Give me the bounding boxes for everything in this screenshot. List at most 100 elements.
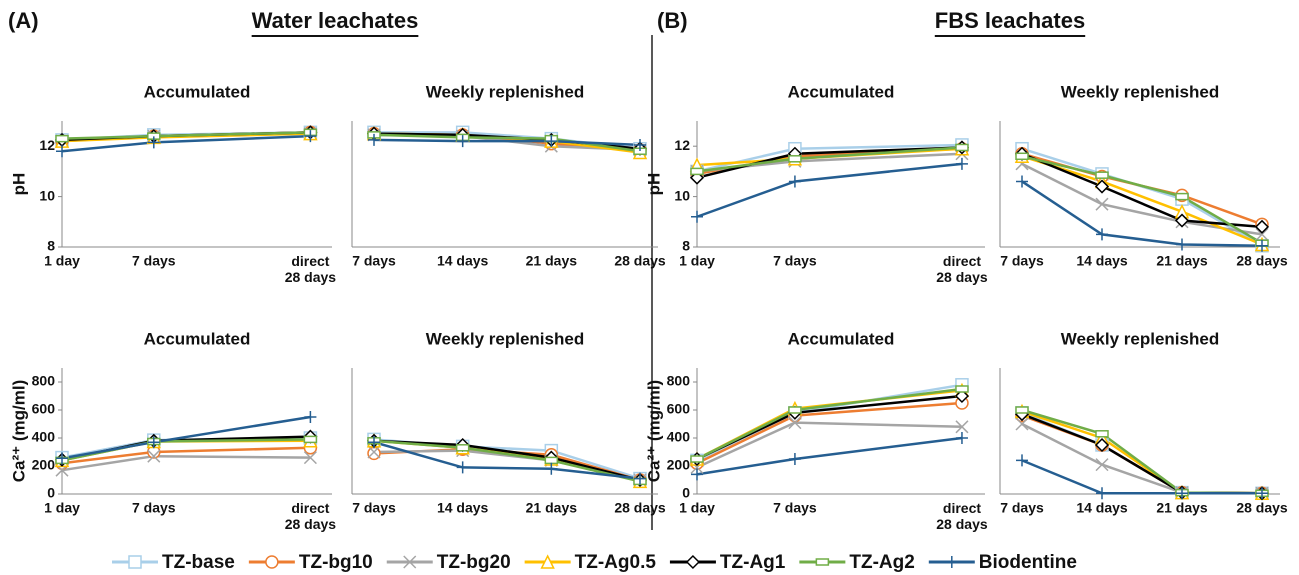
marker-shape [955,420,969,434]
chart-title: Accumulated [788,329,895,348]
marker-shape [1176,238,1188,251]
marker [367,446,381,461]
marker [545,462,558,475]
marker-shape [1094,437,1110,453]
x-tick-label: 7 days [352,253,396,269]
marker [955,385,969,393]
x-tick-label: 7 days [1000,253,1044,269]
marker [691,468,703,481]
marker [1175,192,1189,201]
x-tick-label: 14 days [437,253,489,269]
series-line [373,439,641,482]
marker [304,130,317,143]
x-tick-label: 1 day [679,500,715,516]
legend-label: TZ-bg20 [437,552,511,573]
marker-shape [788,155,802,163]
marker [955,157,968,170]
marker-shape [1015,152,1029,161]
x-tick-label: 7 days [132,500,176,516]
series-line [1021,152,1263,229]
marker-shape [955,157,968,170]
x-tick-label: 7 days [132,253,176,269]
marker-shape [788,406,802,414]
marker-shape [1016,454,1028,467]
y-tick-label: 400 [667,429,691,445]
marker [540,554,555,569]
y-tick-label: 200 [32,457,56,473]
marker-shape [303,451,317,465]
series-line [1021,180,1263,247]
marker-shape [128,555,142,569]
marker-shape [455,444,470,452]
x-tick-label: 28 days [1236,253,1288,269]
series-line [1021,410,1263,495]
x-tick-label: direct 28 days [285,253,337,285]
y-tick-label: 600 [667,401,691,417]
marker-shape [788,416,802,430]
series-line [373,440,641,480]
y-tick-label: 10 [39,187,55,203]
marker [1096,487,1108,500]
marker-shape [1174,213,1190,228]
marker-shape [55,134,69,143]
marker [544,456,559,465]
marker-shape [1096,487,1108,500]
marker [147,436,160,449]
x-tick-label: 28 days [614,253,666,269]
marker-shape [456,135,469,148]
marker-shape [690,167,704,176]
marker-shape [147,136,160,149]
x-tick-label: 1 day [44,500,80,516]
x-tick-label: 14 days [1076,253,1128,269]
marker [545,135,558,148]
marker-shape [1175,192,1189,201]
marker [1254,219,1270,234]
marker [367,445,381,459]
y-tick-label: 800 [667,373,691,389]
marker-shape [545,462,558,475]
marker-shape [1095,197,1109,211]
series-line [373,138,641,147]
chart-title: Weekly replenished [1061,329,1219,348]
marker [955,420,969,434]
marker-shape [544,456,559,465]
marker-shape [1254,219,1270,234]
x-tick-label: 7 days [1000,500,1044,516]
marker-shape [368,133,380,146]
marker [56,145,68,158]
marker [1255,227,1269,241]
marker [788,453,801,465]
x-tick-label: 7 days [773,253,817,269]
marker [1016,454,1028,467]
marker [147,136,160,149]
marker-shape [1176,487,1188,500]
marker-shape [304,130,317,143]
chart-title: Accumulated [144,329,251,348]
marker-shape [634,472,646,485]
marker [1095,458,1109,472]
marker [691,210,703,223]
marker-shape [303,435,318,444]
marker-shape [367,446,381,461]
y-tick-label: 0 [47,485,55,501]
series-line [1021,422,1263,495]
x-tick-label: 1 day [679,253,715,269]
x-tick-label: 7 days [352,500,396,516]
y-tick-label: 10 [674,187,690,203]
x-tick-label: 28 days [1236,500,1288,516]
marker [1174,213,1190,228]
marker [56,452,68,465]
marker-shape [304,411,317,423]
marker [1095,430,1109,438]
marker-shape [1094,179,1110,194]
legend-label: TZ-Ag2 [849,552,914,573]
marker-shape [788,175,801,188]
marker [403,555,417,569]
marker-shape [545,135,558,148]
marker [1015,152,1029,161]
marker [1015,406,1029,414]
y-axis-label: Ca²⁺ (mg/ml) [644,380,663,482]
y-tick-label: 12 [674,137,690,153]
marker [955,143,969,152]
legend-label: TZ-bg10 [299,552,373,573]
